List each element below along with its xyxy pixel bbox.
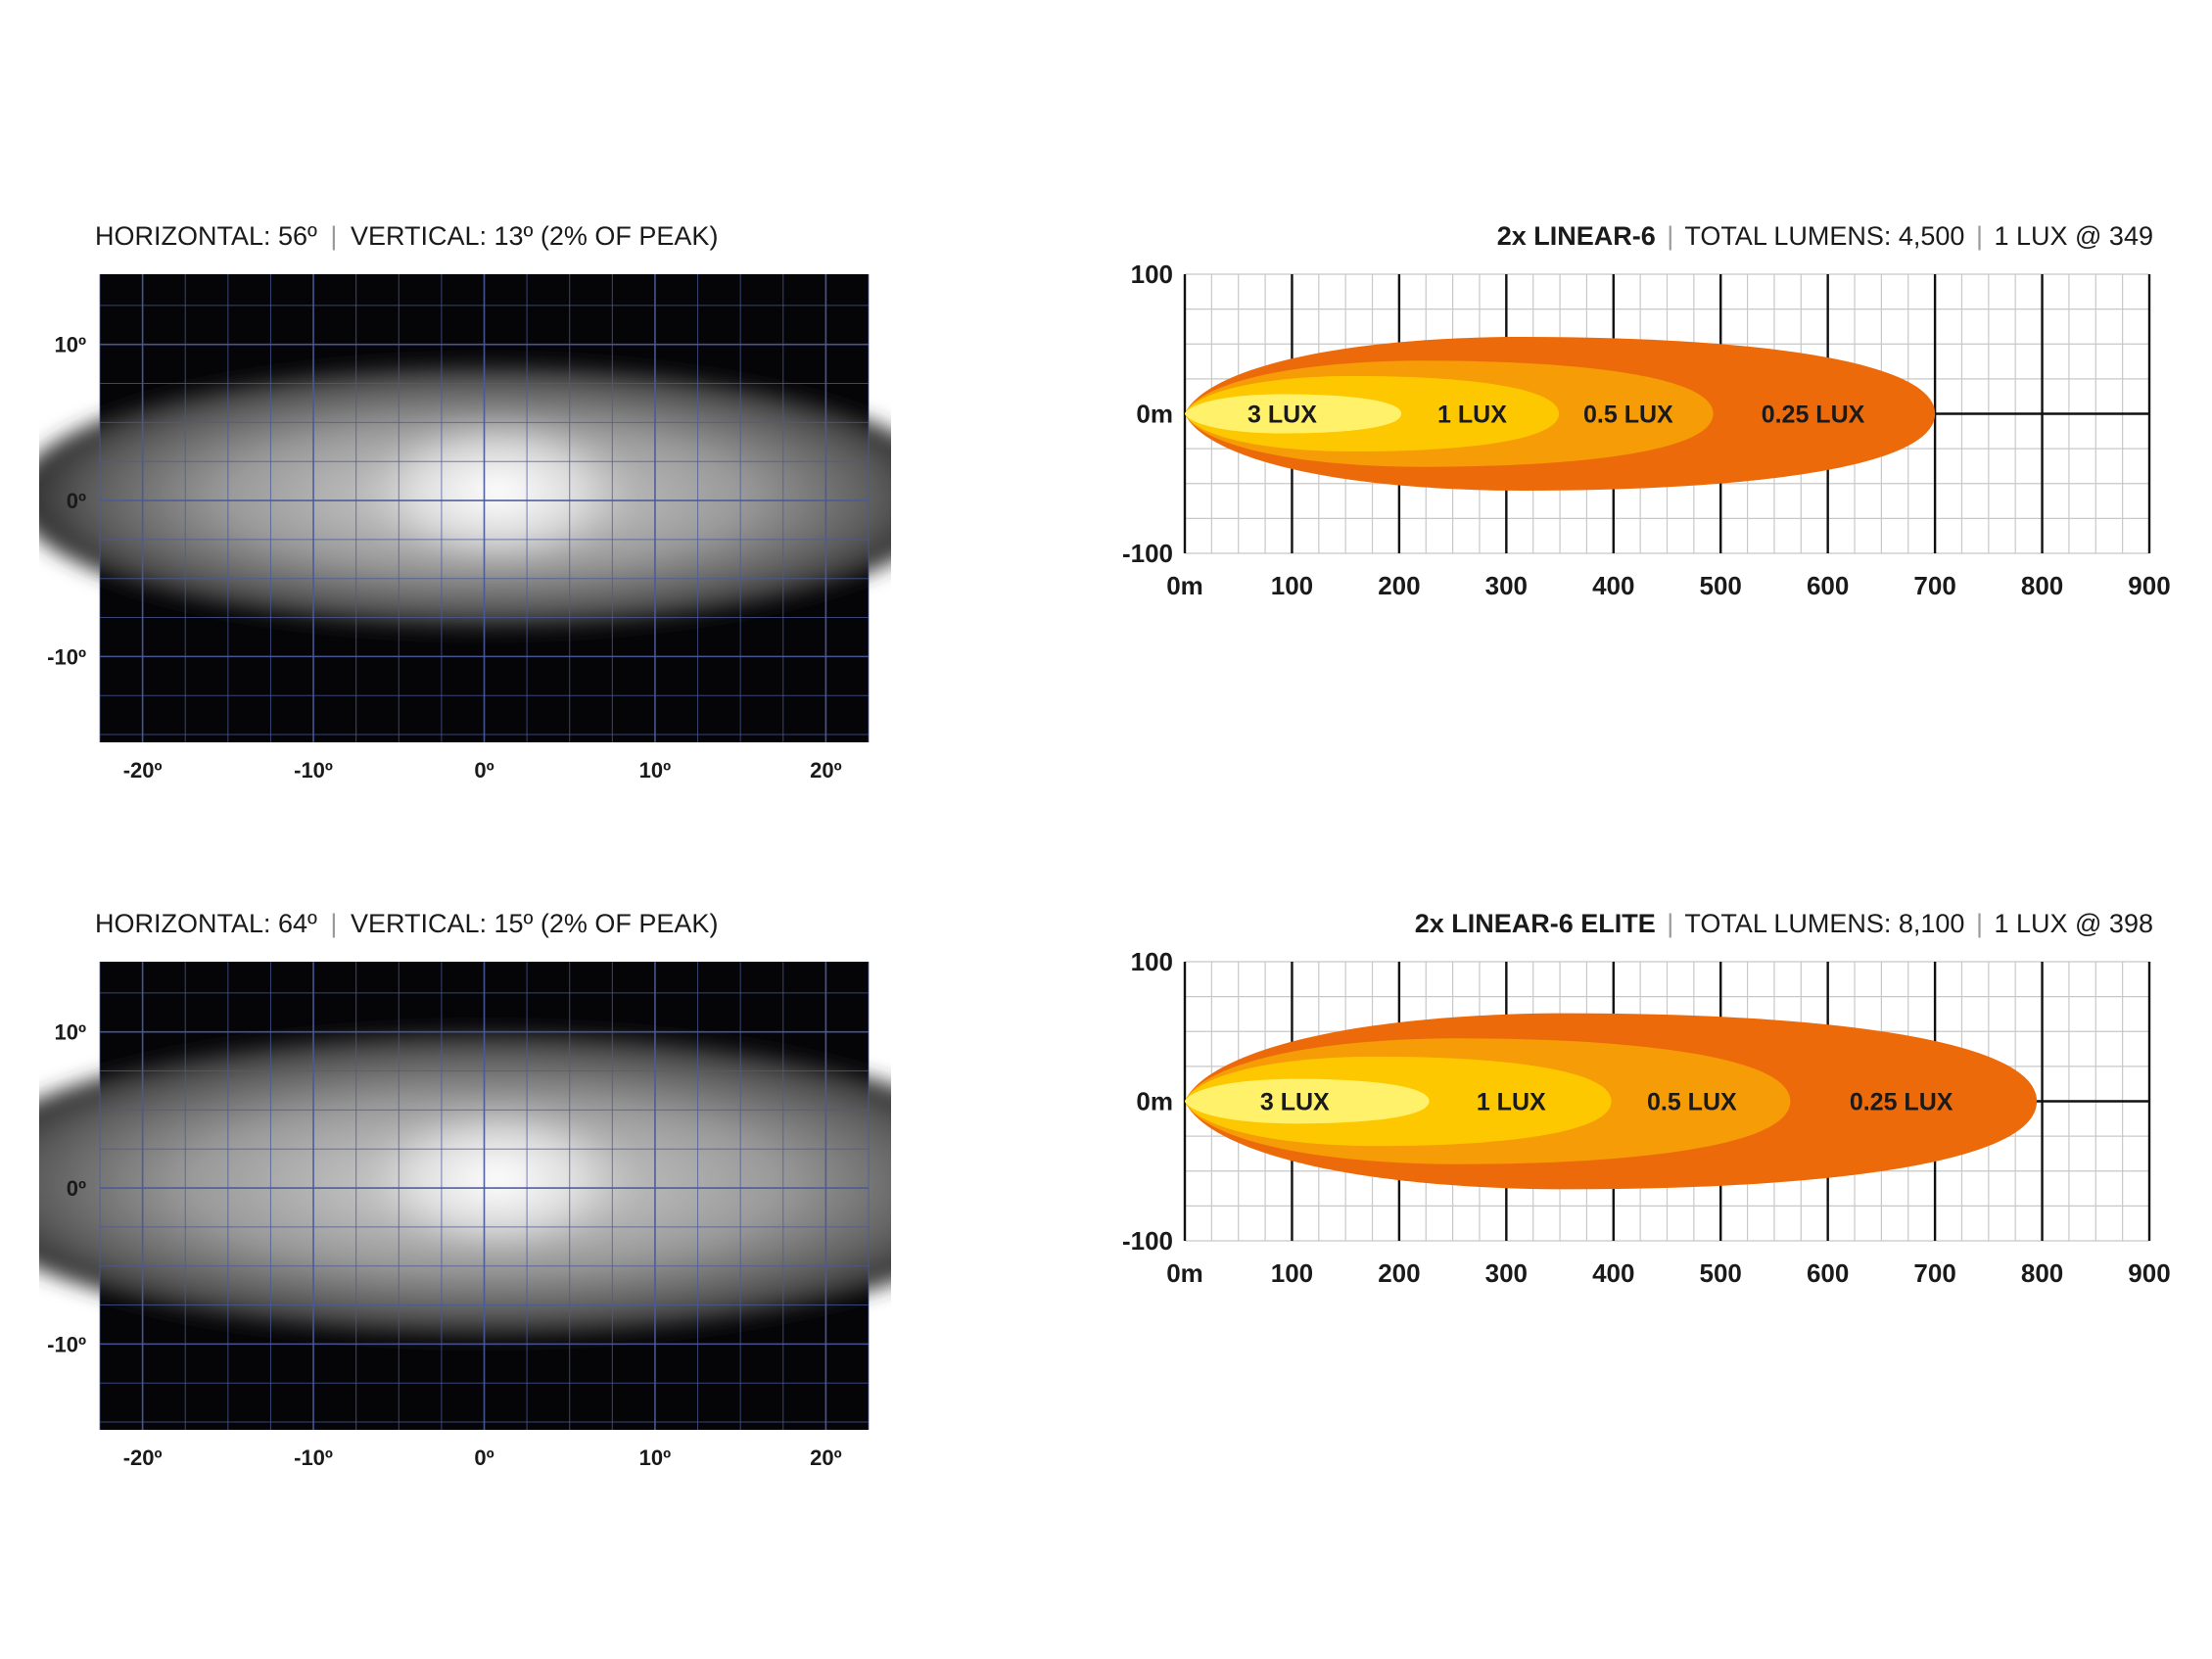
range-y-tick-label: 100 <box>1131 947 1173 976</box>
range-x-tick-label: 500 <box>1700 1258 1742 1288</box>
beam-header-2: HORIZONTAL: 64º | VERTICAL: 15º (2% OF P… <box>95 909 718 939</box>
range-x-tick-label: 800 <box>2021 571 2063 600</box>
beam-hotspot <box>360 1100 635 1257</box>
range-y-tick-label: 0m <box>1136 1087 1173 1116</box>
beam-y-tick-label: 0º <box>67 489 86 513</box>
beam-pattern-chart-1: -20º -10º 0º 10º 20º 10º 0º -10º <box>39 274 891 782</box>
beam-y-tick-label: -10º <box>47 1332 86 1356</box>
lux-lobe-label: 0.5 LUX <box>1583 402 1673 429</box>
beam-header-1: HORIZONTAL: 56º | VERTICAL: 13º (2% OF P… <box>95 221 718 252</box>
beam-x-tick-label: 20º <box>810 758 842 782</box>
lux-lobe-label: 0.25 LUX <box>1850 1089 1953 1116</box>
range-x-tick-label: 900 <box>2128 571 2170 600</box>
beam-x-tick-label: 10º <box>639 758 672 782</box>
header-separator: | <box>1975 909 1983 938</box>
range-model-label: 2x LINEAR-6 <box>1496 221 1656 251</box>
range-x-tick-label: 800 <box>2021 1258 2063 1288</box>
range-y-tick-label: -100 <box>1122 539 1173 568</box>
beam-y-tick-label: 10º <box>54 1020 86 1045</box>
range-x-tick-label: 0m <box>1166 1258 1203 1288</box>
lux-lobe-label: 0.5 LUX <box>1647 1089 1737 1116</box>
range-x-tick-label: 700 <box>1913 1258 1955 1288</box>
range-x-tick-label: 300 <box>1485 571 1528 600</box>
range-x-tick-label: 300 <box>1485 1258 1528 1288</box>
beam-hotspot <box>360 412 635 570</box>
range-x-tick-label: 0m <box>1166 571 1203 600</box>
range-header-1: 2x LINEAR-6 | TOTAL LUMENS: 4,500 | 1 LU… <box>1497 221 2153 252</box>
header-separator: | <box>1975 221 1983 251</box>
beam-y-tick-label: -10º <box>47 644 86 669</box>
beam-x-tick-label: -20º <box>123 1446 163 1470</box>
range-y-tick-label: 100 <box>1131 260 1173 289</box>
range-x-tick-label: 400 <box>1592 571 1634 600</box>
range-x-tick-label: 600 <box>1807 571 1849 600</box>
range-lux-label: 1 LUX @ 398 <box>1994 909 2153 938</box>
range-lux-label: 1 LUX @ 349 <box>1994 221 2153 251</box>
beam-vertical-label: VERTICAL: 15º (2% OF PEAK) <box>350 909 719 938</box>
header-separator: | <box>330 909 338 938</box>
range-x-tick-label: 100 <box>1271 571 1313 600</box>
lux-lobe-label: 0.25 LUX <box>1762 402 1865 429</box>
beam-horizontal-label: HORIZONTAL: 56º <box>95 221 317 251</box>
beam-x-tick-label: -20º <box>123 758 163 782</box>
beam-horizontal-label: HORIZONTAL: 64º <box>95 909 317 938</box>
range-x-tick-label: 600 <box>1807 1258 1849 1288</box>
beam-y-tick-label: 0º <box>67 1176 86 1201</box>
range-y-tick-label: -100 <box>1122 1226 1173 1256</box>
lux-lobe-label: 1 LUX <box>1437 402 1507 429</box>
lux-lobe-label: 3 LUX <box>1260 1089 1330 1116</box>
lux-lobe-label: 3 LUX <box>1247 402 1317 429</box>
range-x-tick-label: 100 <box>1271 1258 1313 1288</box>
range-chart-2: 0.25 LUX 0.5 LUX 1 LUX 3 LUX 0m 100 200 300 400 5… <box>1122 947 2171 1288</box>
beam-vertical-label: VERTICAL: 13º (2% OF PEAK) <box>350 221 719 251</box>
beam-x-tick-label: -10º <box>294 1446 333 1470</box>
range-lumens-label: TOTAL LUMENS: 8,100 <box>1684 909 1965 938</box>
beam-x-tick-label: 20º <box>810 1446 842 1470</box>
beam-x-tick-label: -10º <box>294 758 333 782</box>
beam-x-tick-label: 10º <box>639 1446 672 1470</box>
range-header-2: 2x LINEAR-6 ELITE | TOTAL LUMENS: 8,100 … <box>1415 909 2153 939</box>
range-x-tick-label: 500 <box>1700 571 1742 600</box>
beam-pattern-chart-2: -20º -10º 0º 10º 20º 10º 0º -10º <box>39 962 891 1470</box>
range-x-tick-label: 200 <box>1378 1258 1420 1288</box>
lux-lobe-label: 1 LUX <box>1477 1089 1546 1116</box>
range-y-tick-label: 0m <box>1136 400 1173 429</box>
beam-y-tick-label: 10º <box>54 333 86 357</box>
lux-lobe <box>1185 394 1402 434</box>
range-lumens-label: TOTAL LUMENS: 4,500 <box>1684 221 1965 251</box>
lux-lobe <box>1185 1078 1430 1124</box>
header-separator: | <box>330 221 338 251</box>
header-separator: | <box>1667 909 1674 938</box>
header-separator: | <box>1667 221 1674 251</box>
range-model-label: 2x LINEAR-6 ELITE <box>1414 909 1656 938</box>
range-x-tick-label: 200 <box>1378 571 1420 600</box>
beam-x-tick-label: 0º <box>474 1446 494 1470</box>
beam-x-tick-label: 0º <box>474 758 494 782</box>
range-chart-1: 0.25 LUX 0.5 LUX 1 LUX 3 LUX 0m 100 200 300 400 5… <box>1122 260 2171 600</box>
range-x-tick-label: 900 <box>2128 1258 2170 1288</box>
range-x-tick-label: 400 <box>1592 1258 1634 1288</box>
range-x-tick-label: 700 <box>1913 571 1955 600</box>
